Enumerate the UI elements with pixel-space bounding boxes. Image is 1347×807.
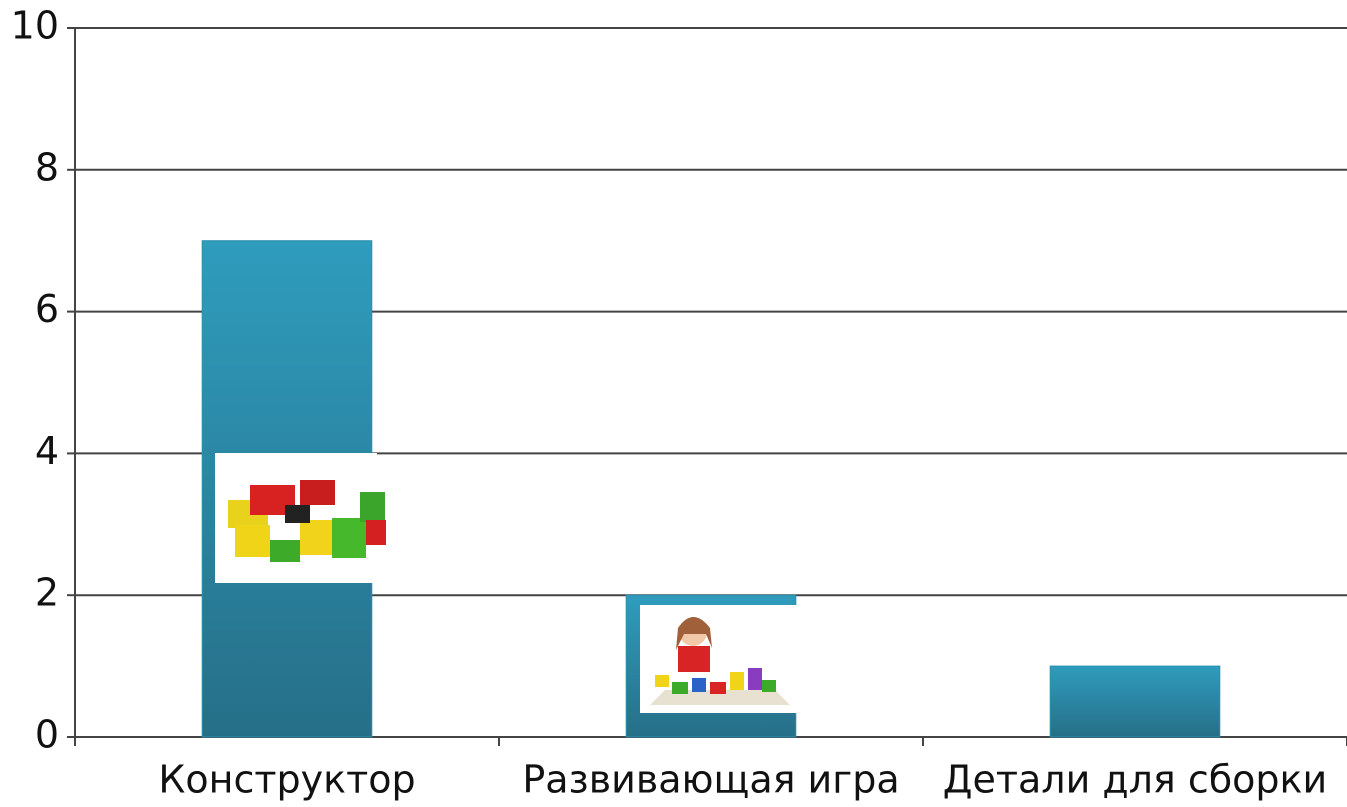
illustrations	[215, 453, 800, 713]
x-tick-label: Развивающая игра	[522, 758, 899, 802]
bar	[1049, 665, 1221, 738]
blocks-picture	[215, 453, 386, 583]
child-picture	[640, 605, 800, 713]
y-tick-label: 4	[35, 429, 59, 473]
x-tick-label: Детали для сборки	[943, 758, 1327, 802]
x-tick-label: Конструктор	[158, 758, 415, 802]
y-tick-label: 2	[35, 571, 59, 615]
y-tick-label: 10	[11, 4, 59, 48]
y-tick-label: 8	[35, 145, 59, 189]
y-tick-label: 0	[35, 713, 59, 757]
y-tick-label: 6	[35, 287, 59, 331]
